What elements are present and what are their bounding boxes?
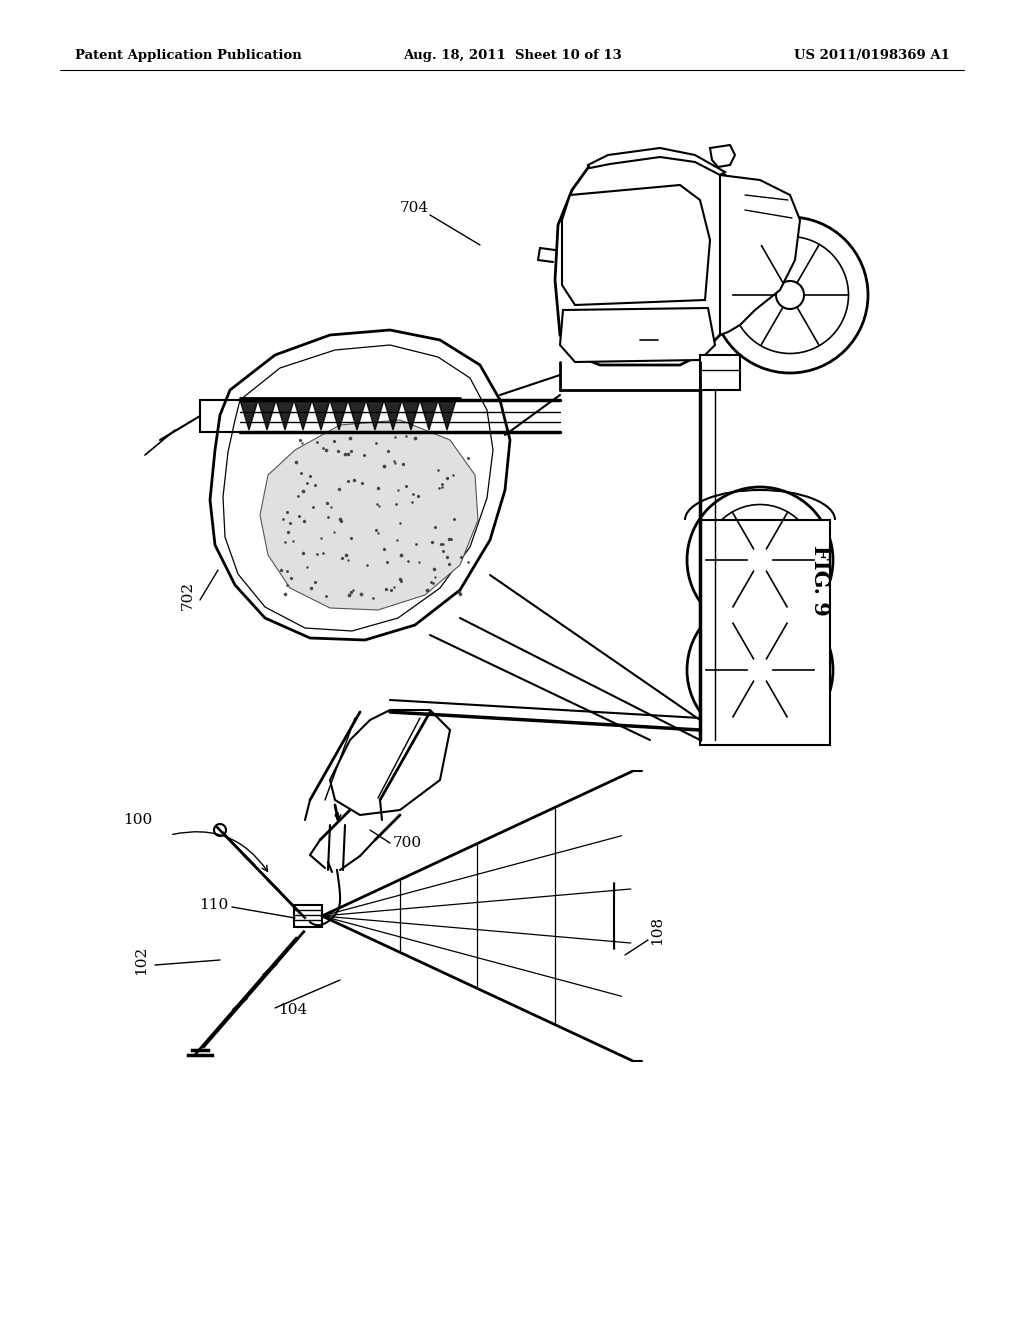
Polygon shape: [258, 400, 276, 430]
Circle shape: [687, 597, 833, 743]
Polygon shape: [312, 400, 330, 430]
Polygon shape: [420, 400, 438, 430]
Polygon shape: [210, 330, 510, 640]
Text: 700: 700: [393, 836, 422, 850]
Polygon shape: [260, 420, 478, 610]
Polygon shape: [438, 400, 456, 430]
Polygon shape: [384, 400, 402, 430]
Circle shape: [712, 216, 868, 374]
Text: Aug. 18, 2011  Sheet 10 of 13: Aug. 18, 2011 Sheet 10 of 13: [402, 49, 622, 62]
Polygon shape: [555, 154, 755, 366]
Text: US 2011/0198369 A1: US 2011/0198369 A1: [795, 49, 950, 62]
Text: 100: 100: [123, 813, 152, 828]
Polygon shape: [560, 308, 715, 362]
Polygon shape: [588, 148, 725, 176]
Text: 108: 108: [650, 916, 664, 945]
Polygon shape: [700, 520, 830, 744]
Text: 704: 704: [400, 201, 429, 215]
Polygon shape: [710, 145, 735, 168]
Text: 102: 102: [134, 945, 148, 974]
Polygon shape: [240, 400, 258, 430]
Polygon shape: [700, 355, 740, 389]
Circle shape: [746, 546, 773, 573]
Text: 702: 702: [181, 581, 195, 610]
Polygon shape: [330, 710, 450, 814]
Circle shape: [776, 281, 804, 309]
Circle shape: [746, 657, 773, 682]
Polygon shape: [402, 400, 420, 430]
Polygon shape: [366, 400, 384, 430]
Text: FIG. 9: FIG. 9: [810, 545, 830, 615]
Polygon shape: [562, 185, 710, 305]
Text: 104: 104: [278, 1003, 307, 1016]
Polygon shape: [294, 400, 312, 430]
Polygon shape: [720, 176, 800, 335]
Polygon shape: [330, 400, 348, 430]
Circle shape: [687, 487, 833, 634]
Text: Patent Application Publication: Patent Application Publication: [75, 49, 302, 62]
Polygon shape: [348, 400, 366, 430]
Text: 110: 110: [199, 898, 228, 912]
FancyBboxPatch shape: [294, 906, 322, 927]
Polygon shape: [276, 400, 294, 430]
